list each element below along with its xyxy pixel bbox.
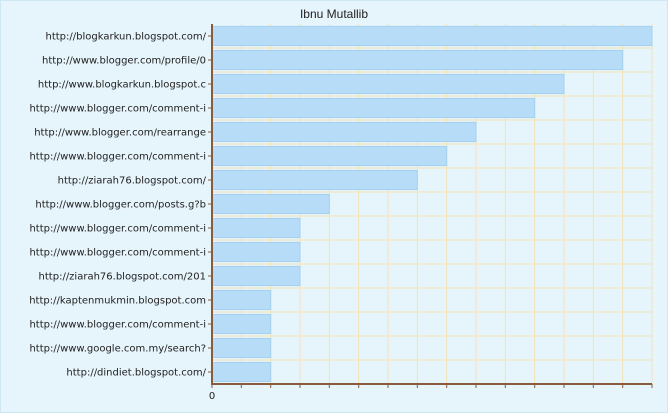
bar [211,241,301,263]
bar [211,169,418,191]
category-label: http://www.blogger.com/rearrange [34,128,206,139]
bars [211,25,653,383]
category-label: http://blogkarkun.blogspot.com/ [45,32,206,43]
category-label: http://www.blogkarkun.blogspot.c [38,80,206,91]
chart-title: Ibnu Mutallib [299,7,369,21]
bar [211,337,272,359]
bar [211,193,330,215]
category-label: http://www.blogger.com/comment-i [29,224,206,235]
category-labels: http://blogkarkun.blogspot.com/http://ww… [29,32,212,379]
category-label: http://www.blogger.com/comment-i [29,104,206,115]
bar [211,217,301,239]
category-label: http://ziarah76.blogspot.com/ [58,176,207,187]
category-label: http://ziarah76.blogspot.com/201 [39,272,206,283]
category-label: http://www.blogger.com/posts.g?b [35,200,206,211]
category-label: http://www.blogger.com/profile/0 [42,56,206,67]
x-axis-ticks: 0 [209,384,653,402]
bar [211,289,272,311]
category-label: http://www.google.com.my/search? [29,344,206,355]
axes [211,24,652,385]
bar [211,25,653,47]
bar [211,361,272,383]
category-label: http://www.blogger.com/comment-i [29,152,206,163]
category-label: http://kaptenmukmin.blogspot.com [29,296,206,307]
category-label: http://www.blogger.com/comment-i [29,248,206,259]
bar [211,73,565,95]
category-label: http://dindiet.blogspot.com/ [66,368,206,379]
bar [211,313,272,335]
bar [211,97,536,119]
category-label: http://www.blogger.com/comment-i [29,320,206,331]
x-tick-label: 0 [209,391,215,402]
bar [211,49,624,71]
bar [211,265,301,287]
bar [211,121,477,143]
bar [211,145,448,167]
